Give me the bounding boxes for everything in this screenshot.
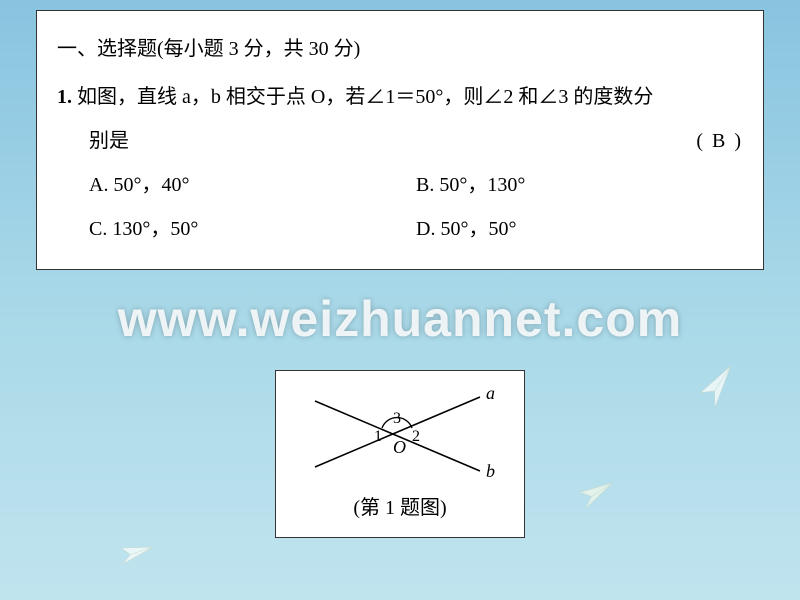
option-c[interactable]: C. 130°，50° xyxy=(89,207,416,251)
stem-line-2: 别是 ( B ) xyxy=(57,119,743,163)
figure-panel: a b O 1 2 3 (第 1 题图) xyxy=(275,370,525,538)
question-panel: 一、选择题(每小题 3 分，共 30 分) 1. 如图，直线 a，b 相交于点 … xyxy=(36,10,764,270)
option-a[interactable]: A. 50°，40° xyxy=(89,163,416,207)
option-b[interactable]: B. 50°，130° xyxy=(416,163,743,207)
label-b: b xyxy=(486,461,495,481)
stem-tail-text: 别是 xyxy=(89,119,129,163)
label-angle-3: 3 xyxy=(393,410,401,427)
label-angle-1: 1 xyxy=(374,428,382,445)
section-header: 一、选择题(每小题 3 分，共 30 分) xyxy=(57,27,743,71)
stem-line-1: 如图，直线 a，b 相交于点 O，若∠1＝50°，则∠2 和∠3 的度数分 xyxy=(77,86,653,108)
figure-caption: (第 1 题图) xyxy=(353,491,446,520)
question-stem: 1. 如图，直线 a，b 相交于点 O，若∠1＝50°，则∠2 和∠3 的度数分 xyxy=(57,75,743,119)
figure-diagram: a b O 1 2 3 xyxy=(290,379,510,489)
question-number: 1. xyxy=(57,86,72,108)
watermark-text: www.weizhuannet.com xyxy=(0,290,800,348)
paper-plane-icon xyxy=(115,535,152,572)
label-angle-2: 2 xyxy=(412,428,420,445)
label-a: a xyxy=(486,383,495,403)
label-O: O xyxy=(393,437,406,457)
answer-slot: ( B ) xyxy=(696,119,743,163)
option-d[interactable]: D. 50°，50° xyxy=(416,207,743,251)
options-grid: A. 50°，40° B. 50°，130° C. 130°，50° D. 50… xyxy=(57,163,743,251)
paper-plane-icon xyxy=(696,366,740,410)
paper-plane-icon xyxy=(578,478,613,513)
